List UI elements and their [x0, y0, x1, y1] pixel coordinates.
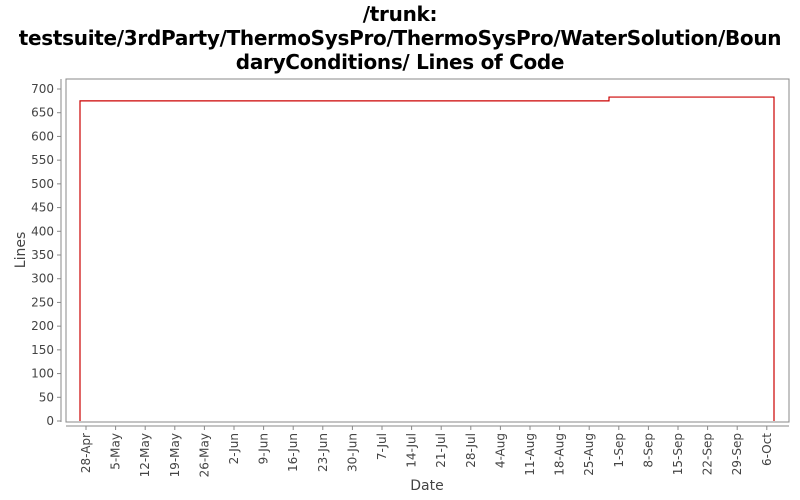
y-tick-label: 600	[31, 129, 54, 143]
x-tick-label: 2-Jun	[227, 433, 241, 464]
x-axis: 28-Apr 5-May 12-May 19-May 26-May 2-Jun 9-Jun 1…	[66, 425, 789, 477]
x-tick-label: 28-Apr	[79, 433, 93, 473]
x-tick-label: 30-Jun	[345, 433, 359, 472]
y-tick-label: 450	[31, 201, 54, 215]
y-tick-label: 0	[46, 414, 54, 428]
y-tick-label: 400	[31, 224, 54, 238]
y-tick-label: 300	[31, 272, 54, 286]
x-tick-label: 1-Sep	[612, 433, 626, 468]
x-tick-label: 22-Sep	[701, 433, 715, 475]
x-tick-label: 15-Sep	[671, 433, 685, 475]
x-tick-label: 16-Jun	[286, 433, 300, 472]
x-tick-label: 11-Aug	[523, 433, 537, 476]
x-tick-label: 25-Aug	[582, 433, 596, 476]
x-tick-label: 23-Jun	[316, 433, 330, 472]
y-tick-label: 650	[31, 106, 54, 120]
plot-frame	[65, 78, 790, 423]
x-tick-label: 18-Aug	[553, 433, 567, 476]
y-tick-label: 350	[31, 248, 54, 262]
y-axis: 0 50 100 150 200 250 300 350 400 450 500 550 600 650 7…	[31, 79, 62, 428]
chart-title-line-3: daryConditions/ Lines of Code	[235, 50, 565, 74]
x-tick-label: 4-Aug	[493, 433, 507, 468]
y-tick-label: 50	[39, 390, 54, 404]
chart-title-line-2: testsuite/3rdParty/ThermoSysPro/ThermoSy…	[18, 26, 782, 50]
x-tick-label: 5-May	[109, 433, 123, 470]
x-tick-label: 8-Sep	[641, 433, 655, 468]
lines-of-code-series	[79, 96, 775, 421]
y-axis-label: Lines	[13, 232, 29, 268]
chart-title-line-1: /trunk:	[362, 2, 438, 26]
y-tick-label: 150	[31, 343, 54, 357]
x-tick-label: 14-Jul	[405, 433, 419, 468]
x-tick-label: 21-Jul	[434, 433, 448, 468]
y-tick-label: 100	[31, 367, 54, 381]
x-tick-label: 12-May	[138, 433, 152, 477]
y-tick-label: 500	[31, 177, 54, 191]
x-tick-label: 29-Sep	[730, 433, 744, 475]
y-tick-label: 700	[31, 82, 54, 96]
x-tick-label: 6-Oct	[760, 433, 774, 466]
x-tick-label: 26-May	[197, 433, 211, 477]
y-tick-label: 550	[31, 153, 54, 167]
x-tick-label: 9-Jun	[257, 433, 271, 464]
x-tick-label: 19-May	[168, 433, 182, 477]
x-tick-label: 7-Jul	[375, 433, 389, 460]
x-tick-label: 28-Jul	[464, 433, 478, 468]
x-axis-label: Date	[410, 478, 443, 494]
chart-title: /trunk: testsuite/3rdParty/ThermoSysPro/…	[0, 2, 800, 74]
y-tick-label: 250	[31, 295, 54, 309]
y-tick-label: 200	[31, 319, 54, 333]
